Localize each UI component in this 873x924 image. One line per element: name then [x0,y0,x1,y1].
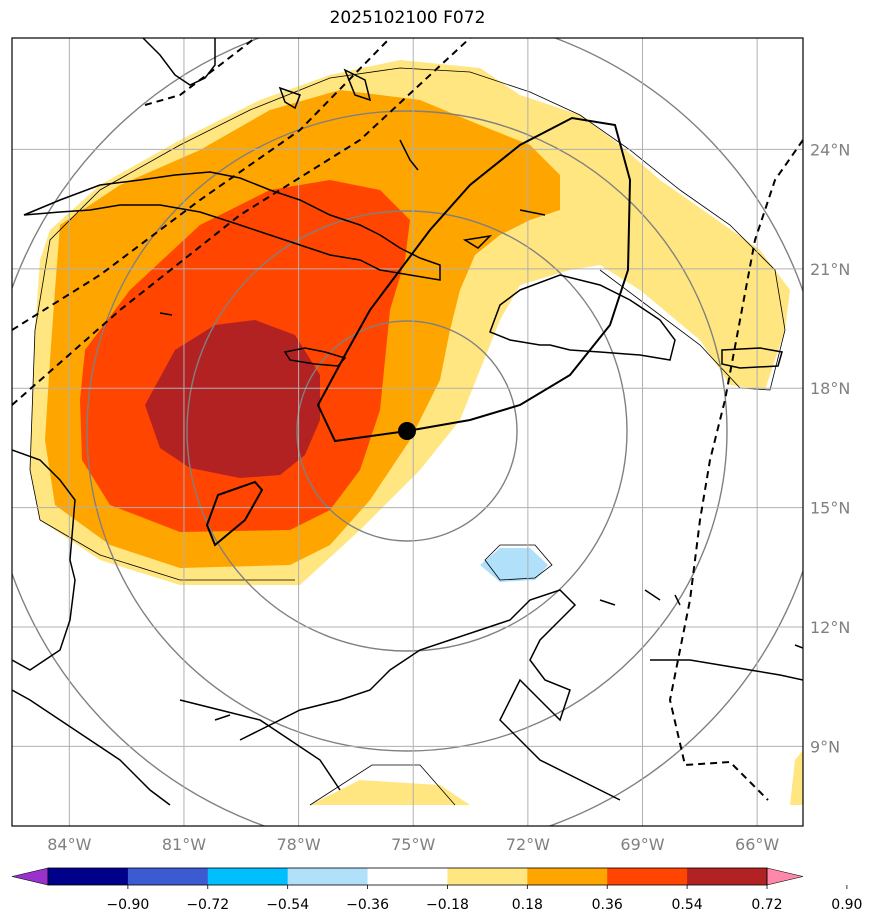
track-envelope [316,116,632,443]
thin-contour-lines [29,67,786,806]
colorbar-segment [287,868,369,885]
colorbar-tick-label: 0.72 [751,897,782,913]
colorbar-tick-label: 0.18 [512,897,543,913]
longitude-labels: 84°W 81°W 78°W 75°W 72°W 69°W 66°W [47,835,779,854]
colorbar-tick-label: −0.36 [346,897,389,913]
coast-central-america [12,449,341,806]
colorbar-segment [527,868,608,885]
coast-cayman [159,312,173,316]
coast-panama [239,589,803,801]
coast-bahamas-1 [278,86,301,110]
colorbar-segment [48,868,129,885]
coast-bahamas-3 [399,139,419,171]
thin-contour-south [39,519,295,581]
colorbar-tick-label: −0.18 [426,897,469,913]
range-ring-2 [186,210,628,652]
colorbar-tick-label: 0.90 [831,897,862,913]
colorbar-tick-label: −0.90 [106,897,149,913]
map-frame [11,37,804,827]
dashed-lines [12,38,803,801]
lat-tick-label: 21°N [810,260,850,279]
contour-0.18-east [790,750,803,805]
contour-neg-0.18 [480,548,548,582]
colorbar-segment [127,868,209,885]
graticule [12,38,803,826]
colorbar-segment [687,868,768,885]
dashed-line-north [144,38,256,106]
contour-0.18-south [310,780,470,805]
colorbar-tick-label: −0.72 [186,897,229,913]
lat-tick-label: 24°N [810,140,850,159]
map-title: 2025102100 F072 [329,8,486,28]
coast-puerto-rico [721,347,783,369]
anomaly-contours [30,60,803,805]
range-rings [12,38,803,826]
colorbar-extend-low [11,867,49,886]
thin-contour-low [484,544,553,581]
lon-tick-label: 66°W [735,835,779,854]
colorbar-tick-label: 0.54 [672,897,703,913]
lat-tick-label: 18°N [810,379,850,398]
coast-cuba [23,171,441,281]
dashed-line-nw-1 [12,38,391,331]
lon-tick-label: 69°W [620,835,664,854]
lon-tick-label: 78°W [277,835,321,854]
colorbar: −0.90 −0.72 −0.54 −0.36 −0.18 0.18 0.36 0.54 0.7… [11,867,862,913]
coast-bahamas-4 [462,234,493,249]
colorbar-segment [607,868,688,885]
contour-0.72 [145,320,320,478]
colorbar-tick-label: −0.54 [266,897,309,913]
latitude-labels: 9°N 12°N 15°N 18°N 21°N 24°N [810,140,850,756]
colorbar-outline [47,867,768,886]
lat-tick-label: 9°N [810,737,840,756]
range-ring-3 [86,110,728,752]
coast-hispaniola [489,274,676,361]
colorbar-extend-high [766,867,804,886]
lat-tick-label: 12°N [810,618,850,637]
track-small-loop [205,480,264,547]
colorbar-segment [207,868,289,885]
storm-center-marker [398,422,416,440]
lon-tick-label: 72°W [506,835,550,854]
coast-antilles [599,589,803,649]
coast-florida [142,38,216,86]
lon-tick-label: 84°W [47,835,91,854]
thin-contour-outer [29,67,786,521]
colorbar-segment [447,868,528,885]
coast-bahamas-5 [519,209,546,216]
lon-tick-label: 81°W [162,835,206,854]
coast-bahamas-2 [343,68,372,102]
thin-contour-se [309,764,456,806]
track [205,116,632,547]
lon-tick-label: 75°W [391,835,435,854]
dashed-line-east [668,139,803,801]
colorbar-segment [367,868,448,885]
lat-tick-label: 15°N [810,499,850,518]
range-ring-1 [296,320,518,542]
colorbar-tick-label: 0.36 [592,897,623,913]
